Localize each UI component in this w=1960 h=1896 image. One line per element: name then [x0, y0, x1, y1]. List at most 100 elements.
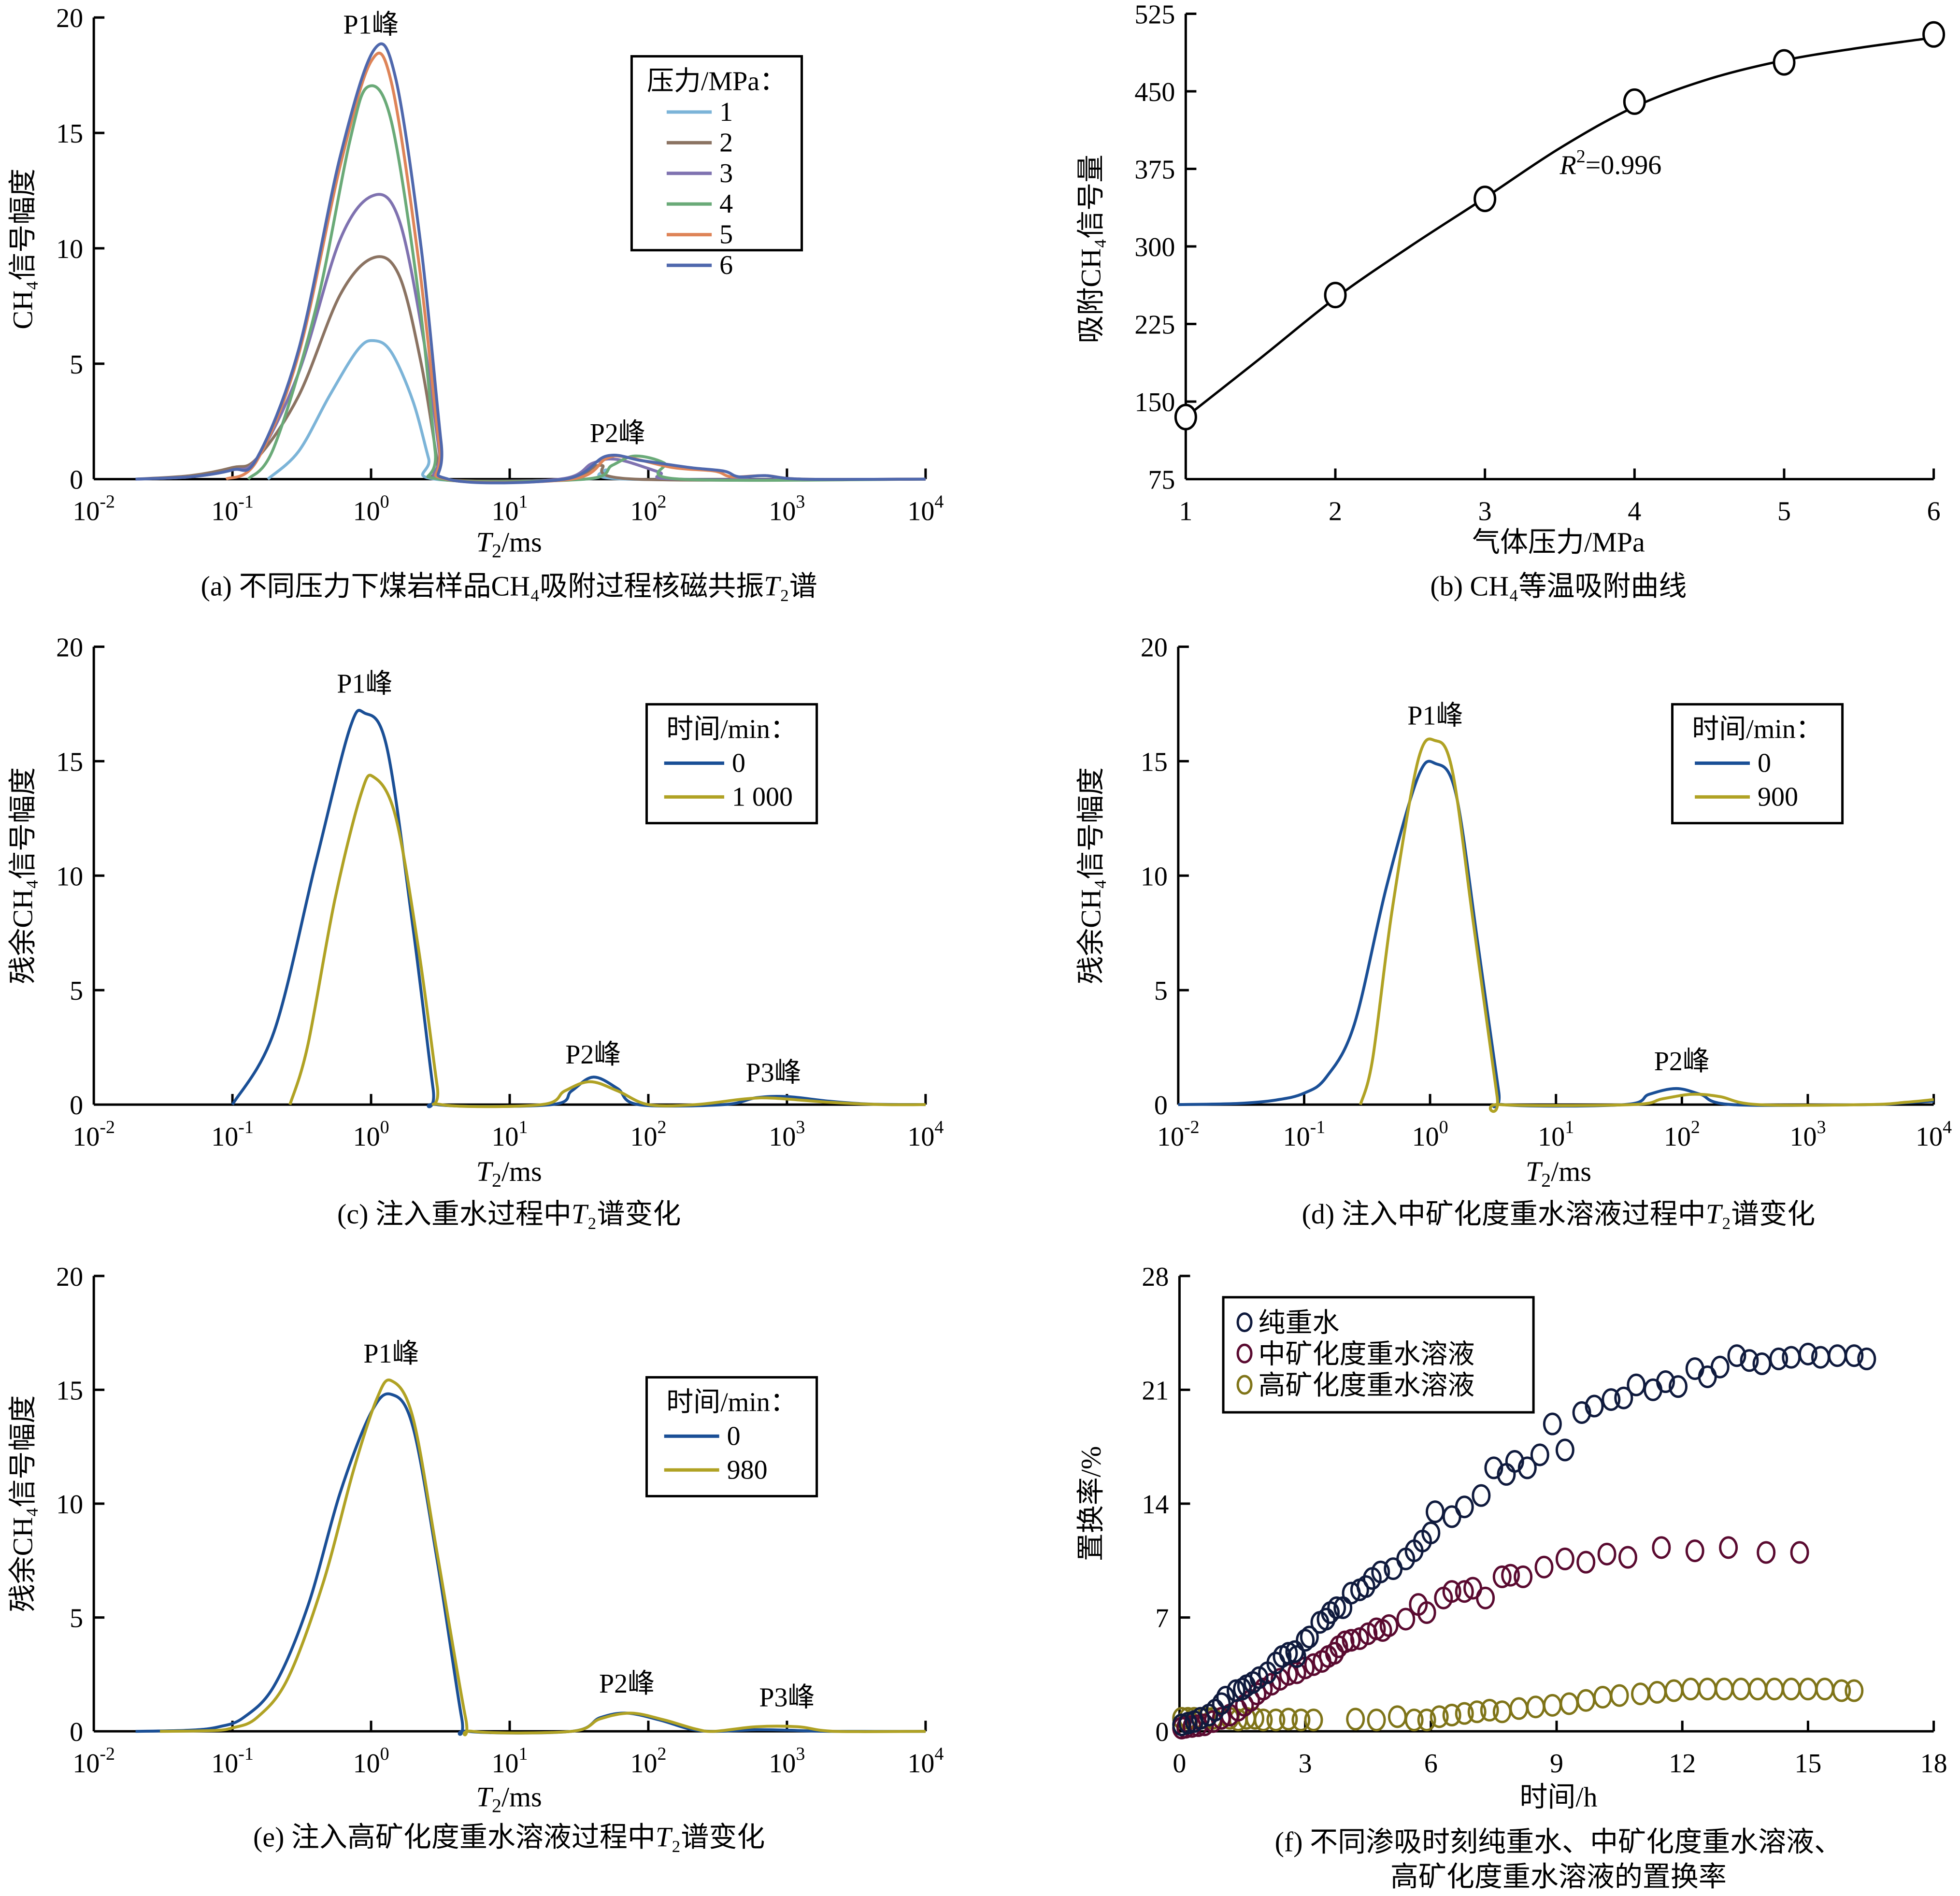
- data-point: [1765, 1678, 1784, 1701]
- y-tick-label: 28: [1142, 1262, 1169, 1292]
- data-point: [1404, 1709, 1424, 1732]
- data-point: [1216, 1685, 1235, 1709]
- data-point: [1623, 88, 1646, 115]
- peak-label: P1峰: [337, 669, 392, 699]
- legend-title: 时间/min：: [1692, 715, 1823, 745]
- data-point: [1174, 403, 1197, 431]
- data-point: [1178, 1711, 1198, 1735]
- x-axis-label: 时间/h: [1519, 1781, 1597, 1813]
- x-tick-label: 10-2: [72, 492, 115, 527]
- legend-title: 压力/MPa：: [647, 67, 787, 97]
- data-point: [1455, 1580, 1474, 1603]
- y-tick-label: 450: [1134, 77, 1175, 107]
- data-point: [1262, 1673, 1281, 1696]
- y-tick-label: 21: [1142, 1376, 1169, 1406]
- legend-label: 1: [719, 97, 733, 127]
- data-point: [1455, 1495, 1474, 1519]
- y-tick-label: 20: [1141, 633, 1168, 663]
- x-tick-label: 10-1: [211, 492, 254, 527]
- data-point: [1476, 1586, 1495, 1609]
- series-line-980: [160, 1379, 926, 1737]
- data-point: [1543, 1694, 1562, 1717]
- x-tick-label: 104: [907, 1117, 944, 1152]
- data-point: [1271, 1667, 1290, 1691]
- data-point: [1472, 1484, 1491, 1507]
- peak-label: P2峰: [1654, 1047, 1710, 1077]
- x-tick-label: 101: [1538, 1117, 1574, 1152]
- y-tick-label: 7: [1155, 1604, 1169, 1634]
- x-tick-label: 104: [907, 1744, 944, 1779]
- legend-label: 980: [727, 1455, 768, 1485]
- y-tick-label: 0: [70, 1091, 83, 1120]
- y-tick-label: 375: [1134, 155, 1175, 185]
- x-tick-label: 10-2: [1157, 1117, 1200, 1152]
- data-point: [1296, 1629, 1315, 1652]
- data-point: [1815, 1678, 1834, 1701]
- x-tick-label: 4: [1628, 497, 1641, 527]
- y-tick-label: 15: [56, 1376, 83, 1406]
- x-tick-label: 2: [1329, 497, 1342, 527]
- legend: [1222, 1296, 1535, 1414]
- data-point: [1698, 1678, 1717, 1701]
- data-point: [1534, 1555, 1554, 1579]
- legend-label: 纯重水: [1259, 1308, 1340, 1338]
- peak-label: P2峰: [590, 418, 645, 448]
- x-axis-label: T2/ms: [476, 527, 542, 562]
- legend-label: 2: [719, 128, 733, 158]
- data-point: [1585, 1394, 1604, 1418]
- data-point: [1514, 1565, 1533, 1588]
- y-tick-label: 20: [56, 1262, 83, 1292]
- panel-e: 0 5 10 15 20 10-2 10-1 100 101 102 103 104 T2/ms 残余CH…: [7, 1262, 944, 1853]
- panel-b: 75 150 225 300 375 450 525 1 2 3 4 5 6 气体压力/MPa 吸附CH₄信…: [1075, 0, 1946, 602]
- data-point: [1300, 1625, 1319, 1649]
- data-point: [1719, 1536, 1738, 1559]
- y-tick-label: 15: [56, 747, 83, 777]
- panel-caption: (f) 不同渗吸时刻纯重水、中矿化度重水溶液、: [1275, 1826, 1842, 1857]
- y-tick-label: 0: [1154, 1091, 1168, 1120]
- data-point: [1359, 1622, 1378, 1645]
- data-point: [1327, 1596, 1346, 1619]
- data-point: [1287, 1645, 1306, 1668]
- data-point: [1530, 1443, 1549, 1466]
- panel-caption: (e) 注入高矿化度重水溶液过程中T₂谱变化: [253, 1821, 765, 1853]
- data-point: [1610, 1684, 1629, 1707]
- legend-marker: [1236, 1312, 1253, 1333]
- x-tick-label: 18: [1920, 1749, 1947, 1779]
- y-axis-label: 残余CH₄信号幅度: [7, 1395, 39, 1612]
- data-point: [1492, 1700, 1512, 1724]
- legend-title: 时间/min：: [666, 1387, 797, 1417]
- data-point: [1643, 1378, 1662, 1401]
- data-point: [1388, 1705, 1407, 1728]
- legend-label: 4: [719, 189, 733, 219]
- panel-caption: 高矿化度重水溶液的置换率: [1390, 1861, 1727, 1892]
- legend-label: 5: [719, 220, 733, 250]
- data-point: [1790, 1541, 1809, 1564]
- data-point: [1727, 1344, 1746, 1367]
- x-tick-label: 104: [1916, 1117, 1952, 1152]
- data-point: [1212, 1692, 1231, 1715]
- data-point: [1442, 1704, 1461, 1727]
- data-point: [1627, 1373, 1646, 1396]
- data-point: [1757, 1541, 1776, 1564]
- data-point: [1669, 1375, 1688, 1398]
- data-point: [1845, 1344, 1864, 1367]
- data-point: [1526, 1695, 1545, 1719]
- x-tick-label: 10-1: [211, 1744, 254, 1779]
- x-axis-label: 气体压力/MPa: [1472, 527, 1645, 558]
- x-tick-label: 6: [1927, 497, 1941, 527]
- data-point: [1335, 1630, 1355, 1653]
- data-point: [1254, 1709, 1273, 1732]
- series-line-0: [1178, 760, 1934, 1108]
- x-tick-label: 10-2: [72, 1117, 115, 1152]
- data-point: [1773, 49, 1796, 76]
- x-tick-label: 102: [630, 492, 666, 527]
- data-point: [1266, 1709, 1286, 1732]
- panel-caption: (a) 不同压力下煤岩样品CH₄吸附过程核磁共振T₂谱: [201, 570, 817, 602]
- data-point: [1656, 1370, 1675, 1393]
- data-point: [1501, 1564, 1520, 1587]
- data-point: [1425, 1500, 1445, 1523]
- data-point: [1430, 1705, 1449, 1728]
- y-tick-label: 20: [56, 633, 83, 663]
- legend: [630, 55, 803, 252]
